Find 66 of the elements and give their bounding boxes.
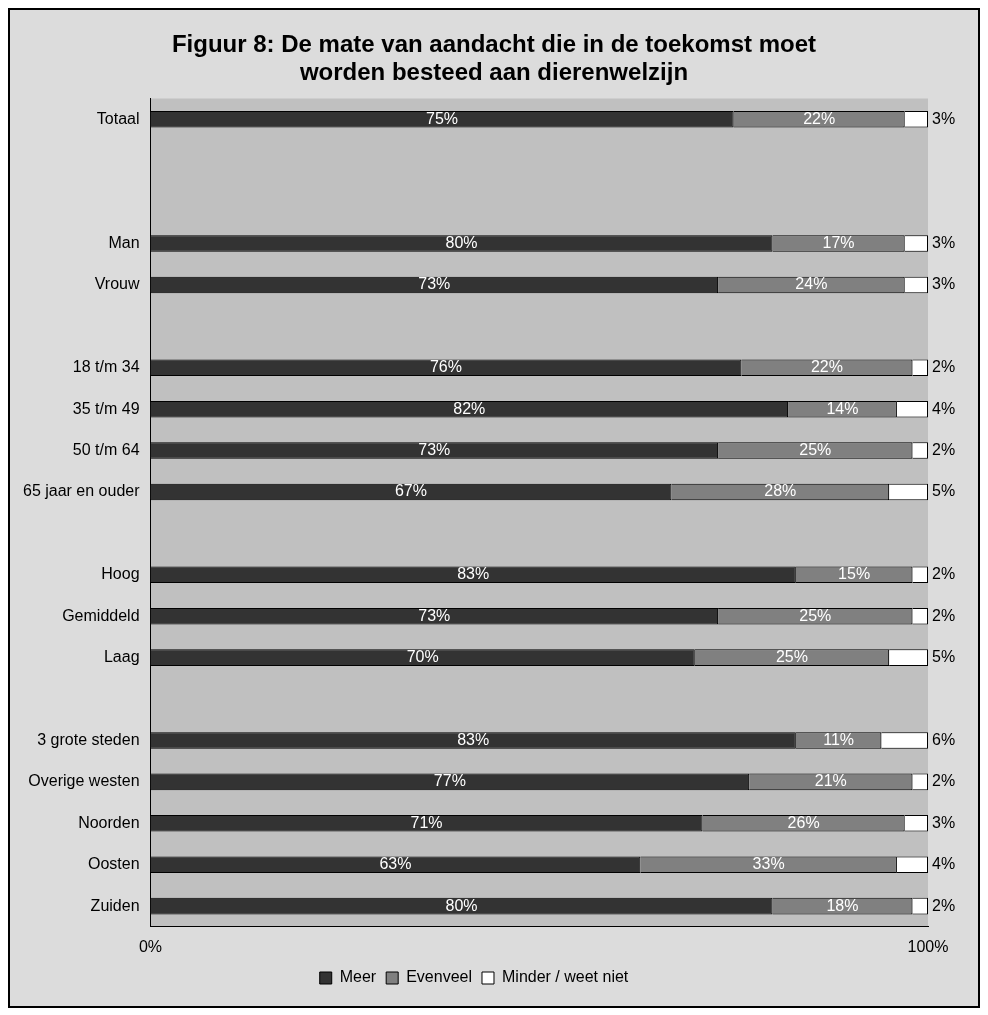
y-tick-label: 35 t/m 49 xyxy=(72,399,140,417)
data-label: 3% xyxy=(932,275,956,293)
data-label: 2% xyxy=(932,772,956,790)
data-label: 67% xyxy=(394,482,427,500)
data-label: 71% xyxy=(410,813,443,831)
legend-label: Minder / weet niet xyxy=(502,968,629,986)
data-label: 73% xyxy=(418,275,451,293)
data-label: 6% xyxy=(932,730,956,748)
data-label: 77% xyxy=(433,772,466,790)
data-label: 73% xyxy=(418,440,451,458)
data-label: 25% xyxy=(799,606,832,624)
data-label: 26% xyxy=(787,813,820,831)
data-label: 63% xyxy=(379,855,412,873)
y-tick-label: 65 jaar en ouder xyxy=(23,482,141,500)
data-label: 2% xyxy=(932,606,956,624)
data-label: 18% xyxy=(826,896,859,914)
y-tick-label: Totaal xyxy=(96,109,140,127)
data-label: 2% xyxy=(932,358,956,376)
data-label: 22% xyxy=(803,109,836,127)
y-tick-label: Hoog xyxy=(101,565,140,583)
legend-label: Evenveel xyxy=(406,968,472,986)
data-label: 3% xyxy=(932,813,956,831)
data-label: 3% xyxy=(932,109,956,127)
data-label: 14% xyxy=(826,399,859,417)
data-label: 80% xyxy=(445,896,478,914)
x-tick-label: 0% xyxy=(138,937,163,955)
data-label: 2% xyxy=(932,440,956,458)
y-tick-label: Oosten xyxy=(87,855,140,873)
data-label: 22% xyxy=(810,358,843,376)
legend-label: Meer xyxy=(339,968,377,986)
data-label: 5% xyxy=(932,482,956,500)
data-label: 70% xyxy=(406,648,439,666)
data-label: 5% xyxy=(932,648,956,666)
data-label: 83% xyxy=(457,565,490,583)
data-label: 4% xyxy=(932,855,956,873)
y-tick-label: Man xyxy=(108,233,140,251)
data-label: 2% xyxy=(932,565,956,583)
data-label: 15% xyxy=(838,565,871,583)
data-label: 21% xyxy=(814,772,847,790)
data-label: 82% xyxy=(453,399,486,417)
data-label: 25% xyxy=(799,440,832,458)
y-tick-label: Vrouw xyxy=(94,275,140,293)
y-tick-label: 3 grote steden xyxy=(37,730,140,748)
data-label: 80% xyxy=(445,233,478,251)
data-label: 11% xyxy=(823,730,855,748)
data-label: 4% xyxy=(932,399,956,417)
y-tick-label: Gemiddeld xyxy=(62,606,140,624)
y-tick-label: 18 t/m 34 xyxy=(72,358,140,376)
data-label: 25% xyxy=(775,648,808,666)
y-tick-label: Noorden xyxy=(78,813,140,831)
data-label: 75% xyxy=(426,109,459,127)
data-label: 28% xyxy=(764,482,797,500)
data-label: 76% xyxy=(429,358,462,376)
data-label: 83% xyxy=(457,730,490,748)
data-label: 73% xyxy=(418,606,451,624)
data-label: 33% xyxy=(752,855,785,873)
y-tick-label: Laag xyxy=(103,648,140,666)
data-label: 17% xyxy=(822,233,855,251)
x-tick-label: 100% xyxy=(907,937,949,955)
data-label: 2% xyxy=(932,896,956,914)
y-tick-label: Zuiden xyxy=(90,896,140,914)
data-label: 24% xyxy=(795,275,828,293)
data-label: 3% xyxy=(932,233,956,251)
y-tick-label: 50 t/m 64 xyxy=(72,440,140,458)
chart-title: Figuur 8: De mate van aandacht die in de toekomst moet worden besteed aan dierenwelzijn xyxy=(170,30,818,86)
y-tick-label: Overige westen xyxy=(28,772,140,790)
